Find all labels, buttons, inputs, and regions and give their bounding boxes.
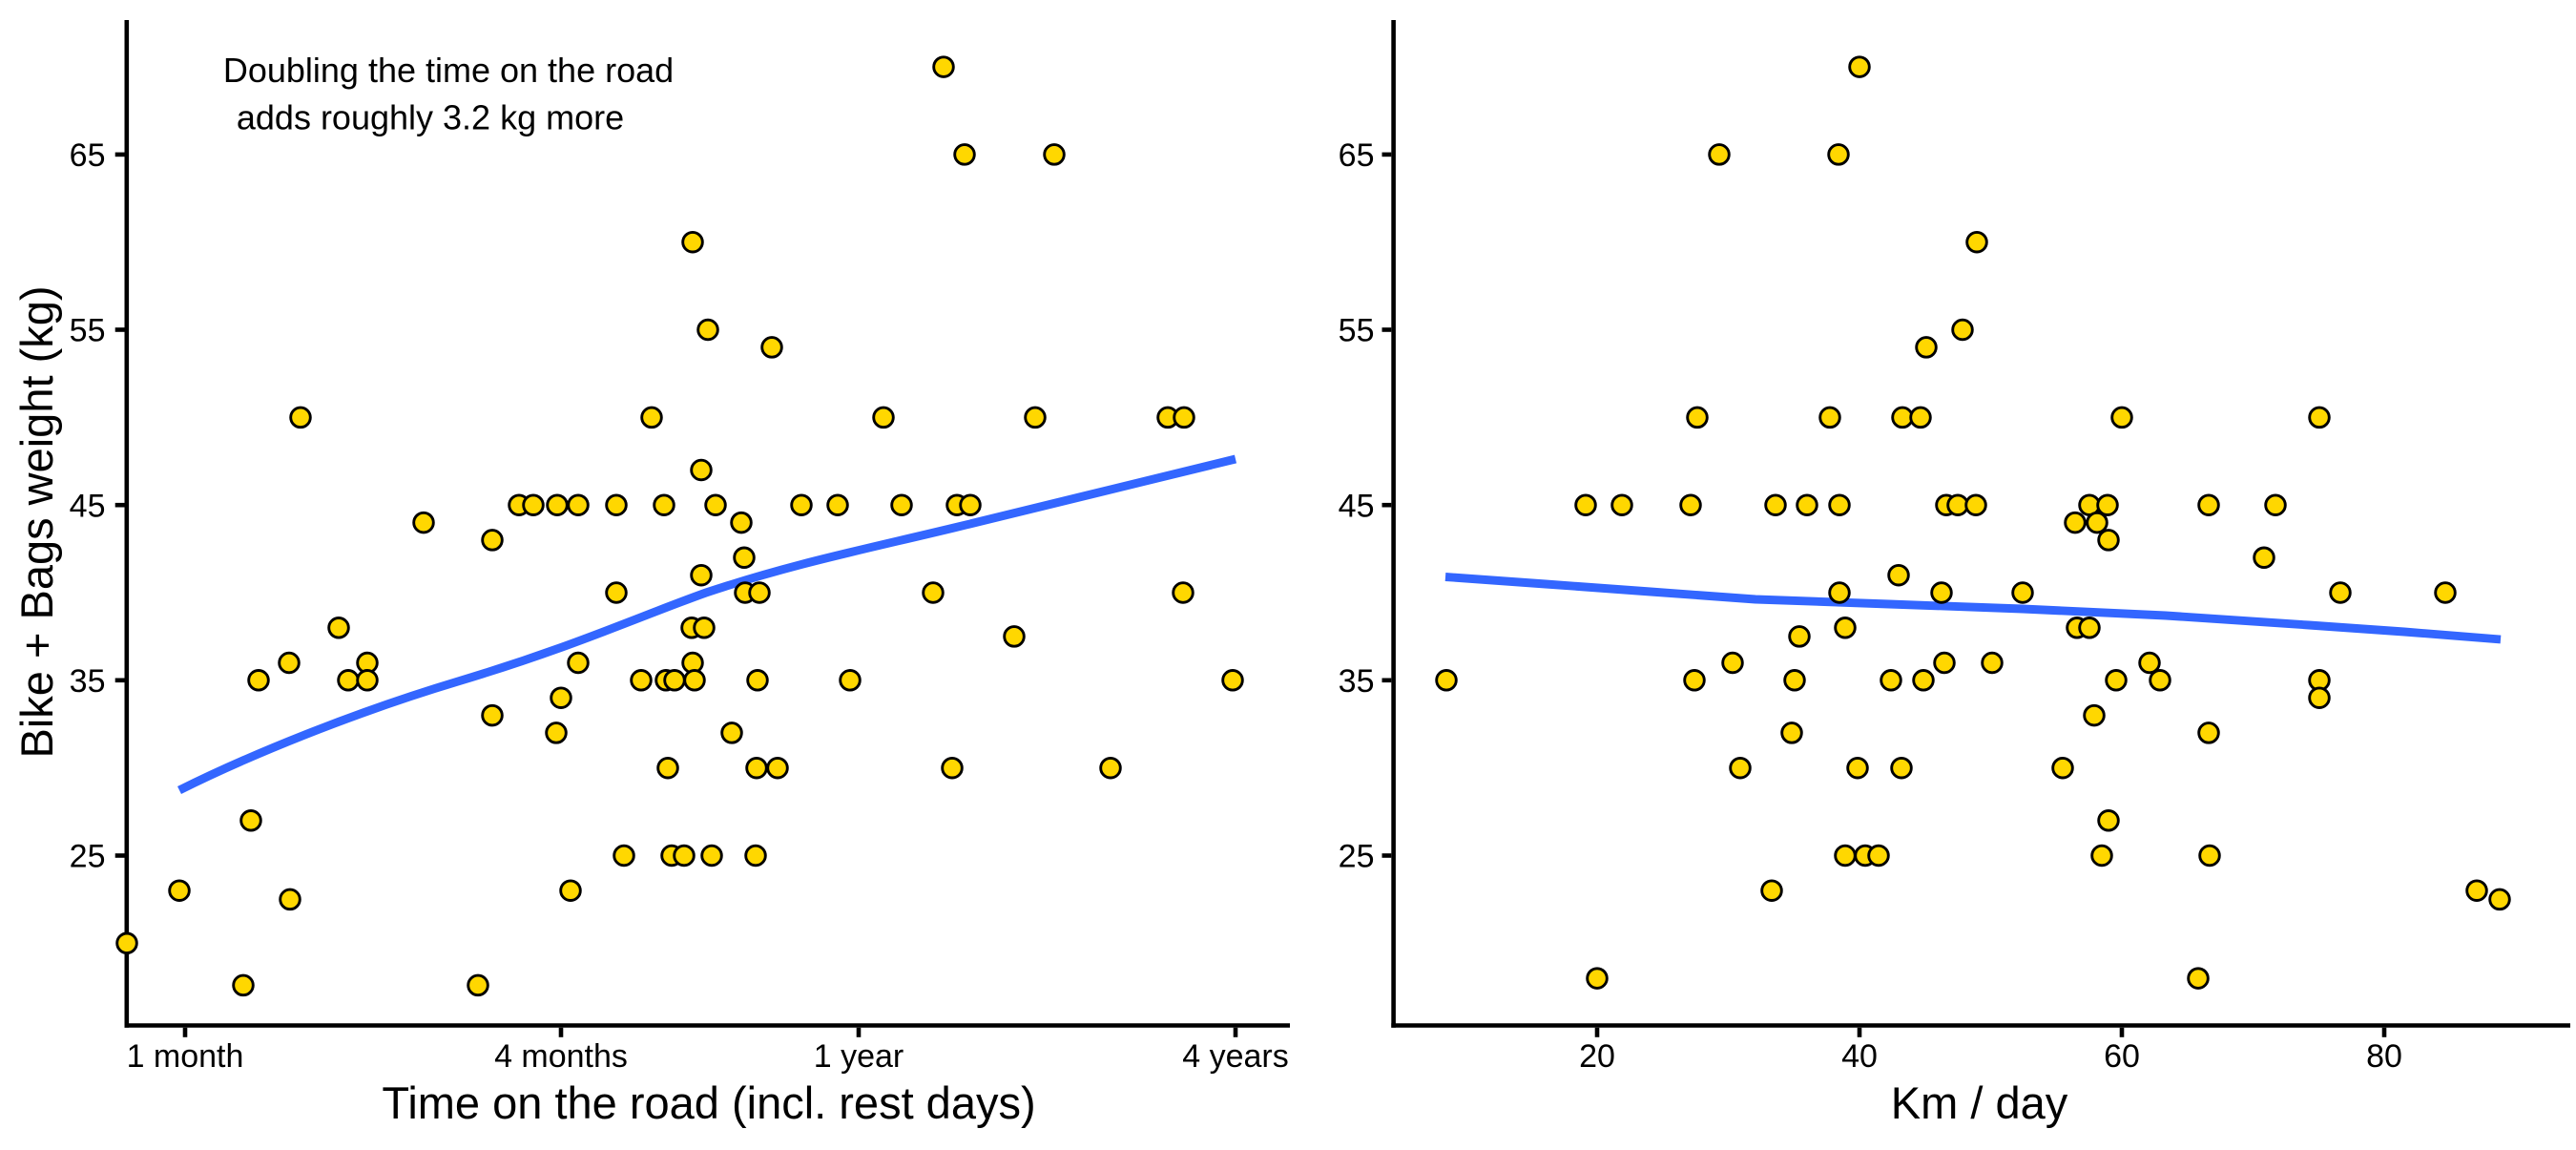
svg-text:65: 65: [1339, 137, 1375, 174]
svg-text:55: 55: [70, 313, 106, 349]
svg-text:4 years: 4 years: [1182, 1038, 1289, 1075]
svg-text:45: 45: [1339, 488, 1375, 524]
svg-text:Km / day: Km / day: [1891, 1077, 2068, 1128]
svg-text:80: 80: [2366, 1038, 2402, 1075]
svg-text:Bike + Bags weight (kg): Bike + Bags weight (kg): [11, 285, 62, 758]
svg-text:45: 45: [70, 488, 106, 524]
svg-text:25: 25: [1339, 839, 1375, 875]
svg-text:60: 60: [2104, 1038, 2140, 1075]
svg-text:20: 20: [1579, 1038, 1615, 1075]
svg-text:adds roughly 3.2 kg more: adds roughly 3.2 kg more: [237, 98, 624, 137]
svg-text:1 month: 1 month: [127, 1038, 244, 1075]
svg-text:35: 35: [1339, 663, 1375, 700]
svg-text:25: 25: [70, 839, 106, 875]
svg-text:40: 40: [1841, 1038, 1878, 1075]
svg-text:Doubling the time on the road: Doubling the time on the road: [223, 51, 674, 90]
svg-text:4 months: 4 months: [494, 1038, 628, 1075]
svg-text:1 year: 1 year: [814, 1038, 904, 1075]
svg-text:65: 65: [70, 137, 106, 174]
svg-text:Time on the road (incl. rest d: Time on the road (incl. rest days): [382, 1077, 1035, 1128]
svg-text:55: 55: [1339, 313, 1375, 349]
svg-text:35: 35: [70, 663, 106, 700]
